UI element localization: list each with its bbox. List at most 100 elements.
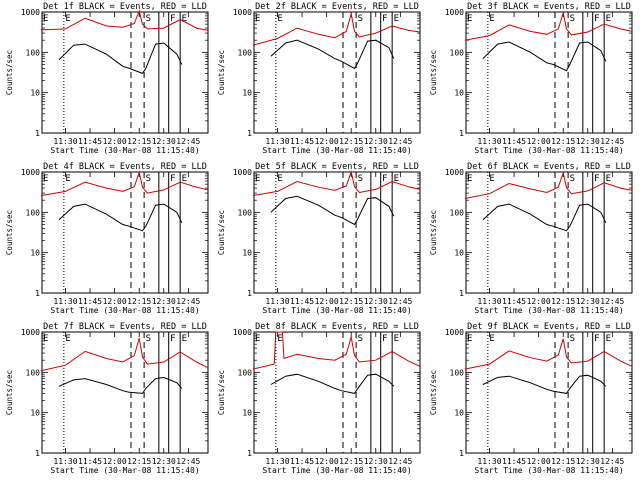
x-tick-label: 12:45 — [176, 297, 200, 306]
event-marker-label: F — [594, 334, 599, 344]
event-marker-label: E — [43, 334, 48, 344]
event-marker-label: E — [394, 334, 399, 344]
x-tick-label: 12:00 — [103, 297, 127, 306]
y-tick-label: 1 — [35, 449, 40, 458]
event-marker-label: E — [255, 174, 260, 184]
y-tick-label: 100 — [26, 368, 41, 377]
x-tick-label: 12:15 — [551, 297, 575, 306]
event-marker-label: S — [358, 334, 363, 344]
y-tick-label: 10 — [242, 249, 252, 258]
event-marker-label: F — [594, 14, 599, 24]
x-tick-label: 12:00 — [315, 457, 339, 466]
y-axis-label: Counts/sec — [5, 370, 14, 415]
series-line-lld — [40, 9, 209, 31]
x-tick-label: 12:30 — [576, 137, 600, 146]
plot-frame — [465, 11, 633, 134]
y-axis-label: Counts/sec — [217, 50, 226, 95]
event-marker-label: E — [65, 174, 70, 184]
panel-title: Det 1f BLACK = Events, RED = LLD — [43, 2, 207, 12]
series-line-events — [58, 42, 183, 75]
x-tick-label: 11:30 — [477, 457, 501, 466]
detector-panel-6: Det 6f BLACK = Events, RED = LLD 1 10 100 10… — [429, 162, 633, 315]
y-axis-label: Counts/sec — [5, 210, 14, 255]
y-axis-label: Counts/sec — [429, 370, 438, 415]
x-tick-label: 12:15 — [127, 137, 151, 146]
event-marker-label: S — [570, 334, 575, 344]
x-tick-label: 11:30 — [477, 297, 501, 306]
x-tick-label: 12:45 — [388, 297, 412, 306]
series-line-lld — [464, 338, 633, 370]
series-line-lld — [464, 171, 633, 199]
y-tick-label: 1000 — [445, 8, 464, 17]
series-line-lld — [40, 170, 209, 197]
detector-panel-5: Det 5f BLACK = Events, RED = LLD 1 10 100 10… — [217, 162, 421, 315]
x-tick-label: 12:00 — [315, 297, 339, 306]
event-marker-label: E — [255, 14, 260, 24]
event-marker-label: E — [43, 14, 48, 24]
y-tick-label: 100 — [238, 208, 253, 217]
x-tick-label: 12:00 — [103, 457, 127, 466]
panel-title: Det 5f BLACK = Events, RED = LLD — [255, 162, 419, 172]
y-tick-label: 10 — [30, 409, 40, 418]
y-tick-label: 1 — [247, 449, 252, 458]
x-tick-label: 11:30 — [265, 457, 289, 466]
x-axis-label: Start Time (30-Mar-08 11:15:40) — [262, 146, 411, 155]
detector-panel-7: Det 7f BLACK = Events, RED = LLD 1 10 100 10… — [5, 322, 209, 475]
event-marker-label: F — [382, 14, 387, 24]
x-tick-label: 11:45 — [502, 137, 526, 146]
plot-frame — [41, 331, 209, 454]
plot-frame — [465, 171, 633, 294]
detector-panel-8: Det 8f BLACK = Events, RED = LLD 1 10 100 10… — [217, 322, 421, 475]
y-tick-label: 10 — [454, 409, 464, 418]
panel-title: Det 6f BLACK = Events, RED = LLD — [467, 162, 631, 172]
y-tick-label: 10 — [242, 409, 252, 418]
y-tick-label: 100 — [238, 368, 253, 377]
series-line-lld — [40, 338, 209, 372]
plot-frame — [465, 331, 633, 454]
event-marker-label: F — [594, 174, 599, 184]
x-tick-label: 11:30 — [477, 137, 501, 146]
x-tick-label: 12:45 — [176, 137, 200, 146]
event-marker-label: S — [570, 174, 575, 184]
x-tick-label: 12:30 — [152, 297, 176, 306]
event-marker-label: E — [277, 14, 282, 24]
x-tick-label: 12:00 — [527, 297, 551, 306]
x-tick-label: 12:15 — [339, 297, 363, 306]
y-tick-label: 10 — [30, 89, 40, 98]
y-tick-label: 1000 — [21, 8, 40, 17]
y-tick-label: 10 — [454, 89, 464, 98]
y-tick-label: 1 — [459, 449, 464, 458]
x-tick-label: 12:30 — [364, 297, 388, 306]
x-axis-label: Start Time (30-Mar-08 11:15:40) — [474, 306, 623, 315]
x-tick-label: 12:30 — [576, 297, 600, 306]
x-tick-label: 12:15 — [551, 137, 575, 146]
y-tick-label: 1000 — [233, 168, 252, 177]
x-tick-label: 12:15 — [127, 297, 151, 306]
event-marker-label: E — [255, 334, 260, 344]
series-line-lld — [252, 13, 421, 46]
x-tick-label: 11:45 — [78, 137, 102, 146]
x-tick-label: 12:45 — [388, 457, 412, 466]
y-tick-label: 1000 — [233, 8, 252, 17]
y-tick-label: 10 — [454, 249, 464, 258]
y-tick-label: 1000 — [233, 328, 252, 337]
series-line-events — [58, 203, 183, 232]
y-tick-label: 1000 — [21, 328, 40, 337]
event-marker-label: E — [182, 174, 187, 184]
event-marker-label: S — [146, 14, 151, 24]
panel-title: Det 3f BLACK = Events, RED = LLD — [467, 2, 631, 12]
x-tick-label: 11:45 — [78, 457, 102, 466]
x-tick-label: 11:45 — [502, 297, 526, 306]
event-marker-label: E — [606, 14, 611, 24]
x-axis-label: Start Time (30-Mar-08 11:15:40) — [262, 306, 411, 315]
x-axis-label: Start Time (30-Mar-08 11:15:40) — [50, 466, 199, 475]
x-tick-label: 11:30 — [53, 297, 77, 306]
series-line-events — [482, 41, 607, 72]
event-marker-label: E — [277, 334, 282, 344]
y-axis-label: Counts/sec — [217, 210, 226, 255]
y-tick-label: 1 — [459, 289, 464, 298]
event-marker-label: E — [182, 14, 187, 24]
x-tick-label: 12:45 — [600, 137, 624, 146]
y-tick-label: 1000 — [445, 168, 464, 177]
